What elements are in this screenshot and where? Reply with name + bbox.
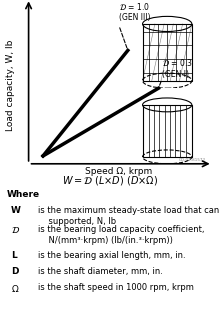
Text: is the shaft diameter, mm, in.: is the shaft diameter, mm, in. xyxy=(38,267,163,276)
Text: $\mathcal{D}$: $\mathcal{D}$ xyxy=(11,225,20,235)
Text: Load capacity, W, lb: Load capacity, W, lb xyxy=(6,39,15,131)
Text: $W = \mathcal{D}\ (L{\times}D)\ (D{\times}\Omega)$: $W = \mathcal{D}\ (L{\times}D)\ (D{\time… xyxy=(62,175,158,187)
Text: is the bearing axial length, mm, in.: is the bearing axial length, mm, in. xyxy=(38,251,186,260)
Text: is the bearing load capacity coefficient,
    N/(mm³·krpm) (lb/(in.³·krpm)): is the bearing load capacity coefficient… xyxy=(38,225,205,244)
Text: W: W xyxy=(11,206,21,215)
X-axis label: Speed Ω, krpm: Speed Ω, krpm xyxy=(85,167,152,175)
Text: $\Omega$: $\Omega$ xyxy=(11,283,19,294)
Text: L: L xyxy=(11,251,16,260)
Text: is the maximum steady-state load that can be
    supported, N, lb: is the maximum steady-state load that ca… xyxy=(38,206,220,226)
Text: is the shaft speed in 1000 rpm, krpm: is the shaft speed in 1000 rpm, krpm xyxy=(38,283,194,292)
Text: $\mathcal{D}$ = 1.0
(GEN III): $\mathcal{D}$ = 1.0 (GEN III) xyxy=(119,1,150,22)
Text: Where: Where xyxy=(7,190,40,199)
Text: CD-01-81572: CD-01-81572 xyxy=(178,158,205,162)
Text: $\mathcal{D}$ = 0.3
(GEN I): $\mathcal{D}$ = 0.3 (GEN I) xyxy=(162,57,193,79)
Text: D: D xyxy=(11,267,18,276)
